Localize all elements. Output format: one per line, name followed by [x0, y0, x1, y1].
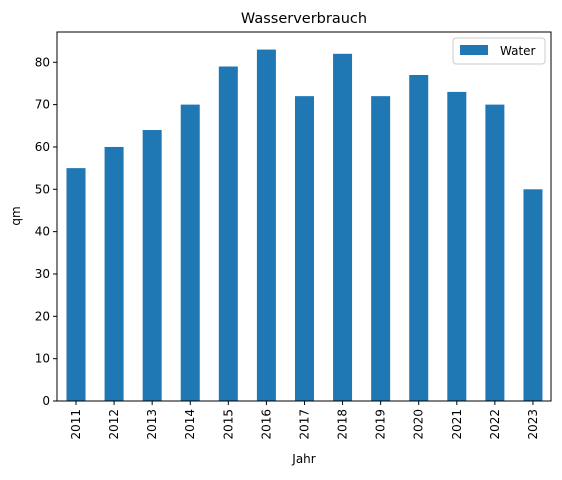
bar-2015	[218, 66, 238, 401]
y-tick-label: 0	[42, 394, 50, 408]
bars-group	[66, 49, 543, 402]
legend-frame	[452, 37, 546, 65]
bar-2016	[256, 49, 276, 401]
y-axis-label: qm	[9, 206, 23, 225]
y-tick-label: 70	[35, 98, 50, 112]
bar-2017	[294, 96, 314, 402]
bar-2020	[409, 74, 429, 401]
bar-2012	[104, 146, 124, 401]
x-tick-label: 2015	[221, 409, 235, 440]
x-tick-label: 2018	[336, 409, 350, 440]
y-tick-label: 50	[35, 182, 50, 196]
bar-2013	[142, 130, 162, 401]
bar-2011	[66, 168, 86, 401]
plot-frame	[56, 31, 552, 402]
x-tick-label: 2021	[450, 409, 464, 440]
x-tick-label: 2022	[488, 409, 502, 440]
x-tick-label: 2019	[374, 409, 388, 440]
x-tick-label: 2014	[183, 409, 197, 440]
bar-2021	[447, 91, 467, 401]
y-axis: 0 10 20 30 40 50 60 70 80	[35, 55, 57, 408]
x-tick-label: 2017	[297, 409, 311, 440]
legend-label-water: Water	[500, 44, 536, 58]
bar-2018	[333, 53, 353, 402]
y-tick-label: 20	[35, 309, 50, 323]
legend-swatch-water	[460, 45, 488, 55]
bar-2023	[523, 189, 543, 401]
bar-2022	[485, 104, 505, 402]
bar-2019	[371, 96, 391, 402]
bar-2014	[180, 104, 200, 402]
x-tick-label: 2013	[145, 409, 159, 440]
x-axis-label: Jahr	[291, 452, 315, 466]
x-tick-label: 2023	[526, 409, 540, 440]
y-tick-label: 60	[35, 140, 50, 154]
y-tick-label: 30	[35, 267, 50, 281]
y-tick-label: 10	[35, 352, 50, 366]
x-tick-label: 2016	[259, 409, 273, 440]
y-tick-label: 40	[35, 225, 50, 239]
x-axis: 2011 2012 2013 2014 2015 2016 2017 2018 2019 2020…	[69, 401, 540, 440]
x-tick-label: 2011	[69, 409, 83, 440]
x-tick-label: 2020	[412, 409, 426, 440]
chart-title: Wasserverbrauch	[241, 11, 367, 27]
x-tick-label: 2012	[107, 409, 121, 440]
legend: Water	[452, 37, 546, 65]
y-tick-label: 80	[35, 55, 50, 69]
